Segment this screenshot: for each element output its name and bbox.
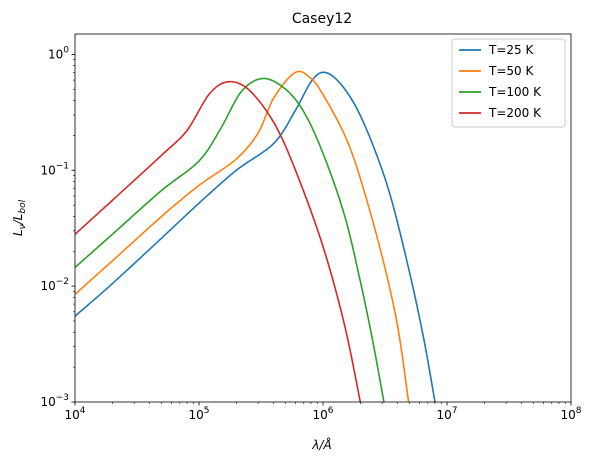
y-axis-label: Lν/Lbol (11, 199, 28, 236)
series-line-0 (75, 71, 436, 402)
x-tick-label: 107 (436, 406, 457, 422)
series-line-1 (75, 70, 410, 402)
legend-box (451, 38, 566, 128)
y-tick-label: 10−3 (40, 393, 69, 409)
legend-label-0: T=25 K (488, 43, 534, 57)
y-label-div: /L (11, 214, 25, 226)
legend-label-2: T=100 K (488, 85, 542, 99)
y-axis-ticks: 10−3 10−2 10−1 100 (40, 45, 75, 409)
x-tick-label: 108 (560, 406, 581, 422)
legend-items: T=25 K T=50 K T=100 K T=200 K (459, 43, 542, 120)
x-tick-label: 104 (64, 406, 85, 422)
series-line-3 (75, 80, 362, 402)
legend-label-3: T=200 K (488, 106, 542, 120)
x-tick-label: 106 (312, 406, 333, 422)
legend-label-1: T=50 K (488, 64, 534, 78)
y-label-div-sub: bol (18, 199, 28, 213)
plot-series (75, 70, 436, 402)
x-axis-label: λ/Å (311, 437, 331, 452)
y-label-main: L (11, 229, 25, 236)
series-line-2 (75, 77, 385, 402)
y-tick-label: 10−1 (40, 161, 69, 177)
y-tick-label: 10−2 (40, 277, 69, 293)
y-tick-label: 100 (48, 45, 69, 61)
x-axis-ticks: 104 105 106 107 108 (64, 402, 582, 422)
x-tick-label: 105 (188, 406, 209, 422)
y-label-main-sub: ν (18, 224, 28, 229)
chart-title: Casey12 (292, 11, 352, 27)
legend: T=25 K T=50 K T=100 K T=200 K (451, 38, 566, 128)
